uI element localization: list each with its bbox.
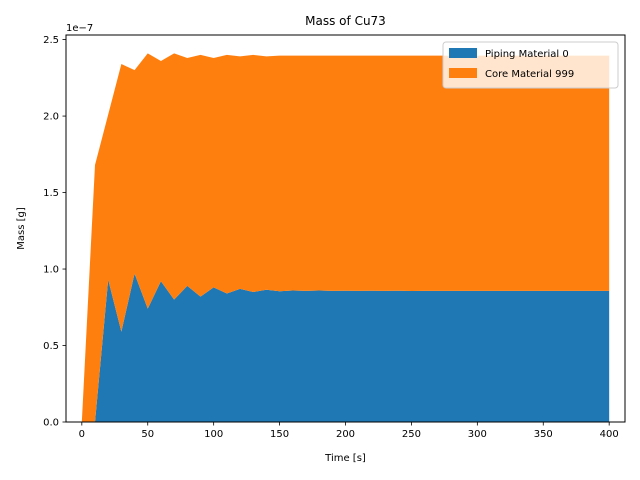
y-tick-label: 2.5 [43,35,59,46]
x-tick-label: 150 [270,429,289,440]
y-axis-offset-text: 1e−7 [66,23,93,34]
x-tick-label: 0 [79,429,85,440]
area-series-0 [81,273,610,422]
y-axis-ticks: 0.0 0.5 1.0 1.5 2.0 2.5 [43,35,66,429]
chart-title: Mass of Cu73 [305,14,386,28]
legend-swatch [449,48,477,58]
y-tick-label: 0.0 [43,418,59,429]
area-series-1 [81,53,610,423]
y-axis-label: Mass [g] [16,207,27,250]
legend-label: Core Material 999 [485,69,574,80]
x-tick-label: 100 [204,429,223,440]
legend-box [442,41,619,89]
x-tick-label: 300 [468,429,487,440]
x-tick-label: 250 [402,429,421,440]
x-axis-label: Time [s] [324,453,366,464]
legend-swatch [449,68,477,78]
x-tick-label: 400 [600,429,619,440]
legend-label: Piping Material 0 [485,49,569,60]
plot-areas [81,53,610,423]
x-tick-label: 350 [534,429,553,440]
y-tick-label: 0.5 [43,341,59,352]
x-tick-label: 200 [336,429,355,440]
x-tick-label: 50 [141,429,154,440]
y-tick-label: 2.0 [43,112,59,123]
y-tick-label: 1.0 [43,265,59,276]
legend: Piping Material 0 Core Material 999 [442,41,619,89]
x-axis-ticks: 0 50 100 150 200 250 300 350 400 [79,422,619,440]
y-tick-label: 1.5 [43,188,59,199]
